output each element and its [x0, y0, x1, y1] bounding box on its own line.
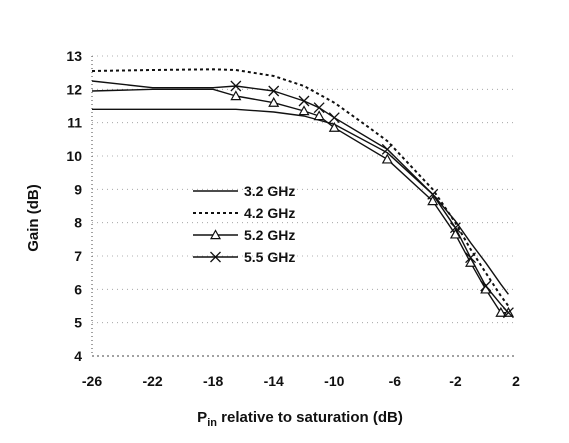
x-axis-label: Pin relative to saturation (dB) — [197, 409, 403, 429]
series-3-marker — [230, 90, 242, 101]
x-marker-stroke — [313, 102, 325, 114]
x-axis-label-subscript: in — [207, 417, 217, 429]
x-tick-label: -10 — [324, 373, 344, 389]
series-line-1 — [92, 108, 509, 295]
y-tick-label: 5 — [74, 315, 82, 331]
y-tick-label: 7 — [74, 248, 82, 264]
y-tick-label: 6 — [74, 281, 82, 297]
x-axis-label-rest: relative to saturation (dB) — [217, 409, 403, 426]
x-marker-stroke — [268, 85, 280, 97]
x-marker-stroke — [230, 80, 242, 92]
series-4-marker — [502, 307, 514, 319]
x-marker-stroke — [381, 143, 393, 155]
legend-marker — [210, 251, 221, 263]
x-axis-label-main: P — [197, 409, 207, 426]
series-4-marker — [381, 143, 393, 155]
series-lines — [91, 68, 514, 319]
series-4-marker — [268, 85, 280, 97]
series-4-marker — [298, 95, 310, 107]
y-tick-labels: 4 5 6 7 8 9 10 11 12 13 — [66, 48, 82, 364]
legend-label: 3.2 GHz — [244, 183, 295, 199]
y-axis-label: Gain (dB) — [25, 184, 42, 252]
x-tick-labels: -26 -22 -18 -14 -10 -6 -2 2 — [82, 373, 520, 389]
series-line-3 — [91, 88, 509, 314]
x-tick-label: -2 — [449, 373, 462, 389]
legend-label: 5.2 GHz — [244, 227, 295, 243]
y-tick-label: 8 — [74, 215, 82, 231]
x-marker-stroke — [298, 95, 310, 107]
x-marker-stroke — [502, 307, 514, 319]
series-3-marker — [313, 110, 325, 121]
series-4-marker — [465, 252, 477, 264]
x-marker-stroke — [210, 251, 221, 263]
x-marker-stroke — [427, 188, 439, 200]
y-tick-label: 12 — [66, 81, 82, 97]
y-tick-label: 4 — [74, 348, 82, 364]
series-3-marker — [328, 121, 340, 132]
y-tick-label: 10 — [66, 148, 82, 164]
series-3-marker — [268, 96, 280, 107]
series-3-marker — [427, 195, 439, 206]
legend-label: 4.2 GHz — [244, 205, 295, 221]
legend-label: 5.5 GHz — [244, 249, 295, 265]
series-3-marker — [381, 153, 393, 164]
x-tick-label: -26 — [82, 373, 102, 389]
series-4-marker — [313, 102, 325, 114]
x-marker-stroke — [465, 252, 477, 264]
series-4-marker — [328, 112, 340, 124]
x-tick-label: -22 — [142, 373, 162, 389]
x-tick-label: -6 — [389, 373, 402, 389]
x-tick-label: -14 — [264, 373, 284, 389]
series-4-marker — [449, 222, 461, 234]
gridlines — [92, 55, 516, 324]
x-marker-stroke — [328, 112, 340, 124]
y-tick-label: 13 — [66, 48, 82, 64]
series-3-marker — [449, 228, 461, 239]
x-marker-stroke — [449, 222, 461, 234]
series-3-marker — [298, 105, 310, 116]
x-marker-stroke — [480, 280, 492, 292]
y-tick-label: 9 — [74, 181, 82, 197]
legend: 3.2 GHz 4.2 GHz 5.2 GHz 5.5 GHz — [193, 183, 295, 265]
legend-marker — [209, 229, 222, 240]
x-tick-label: -18 — [203, 373, 223, 389]
axes — [91, 56, 516, 357]
series-3-marker — [495, 306, 507, 317]
series-line-2 — [91, 68, 510, 307]
x-tick-label: 2 — [512, 373, 520, 389]
y-tick-label: 11 — [67, 115, 82, 131]
series-4-marker — [480, 280, 492, 292]
series-4-marker — [230, 80, 242, 92]
series-4-marker — [427, 188, 439, 200]
